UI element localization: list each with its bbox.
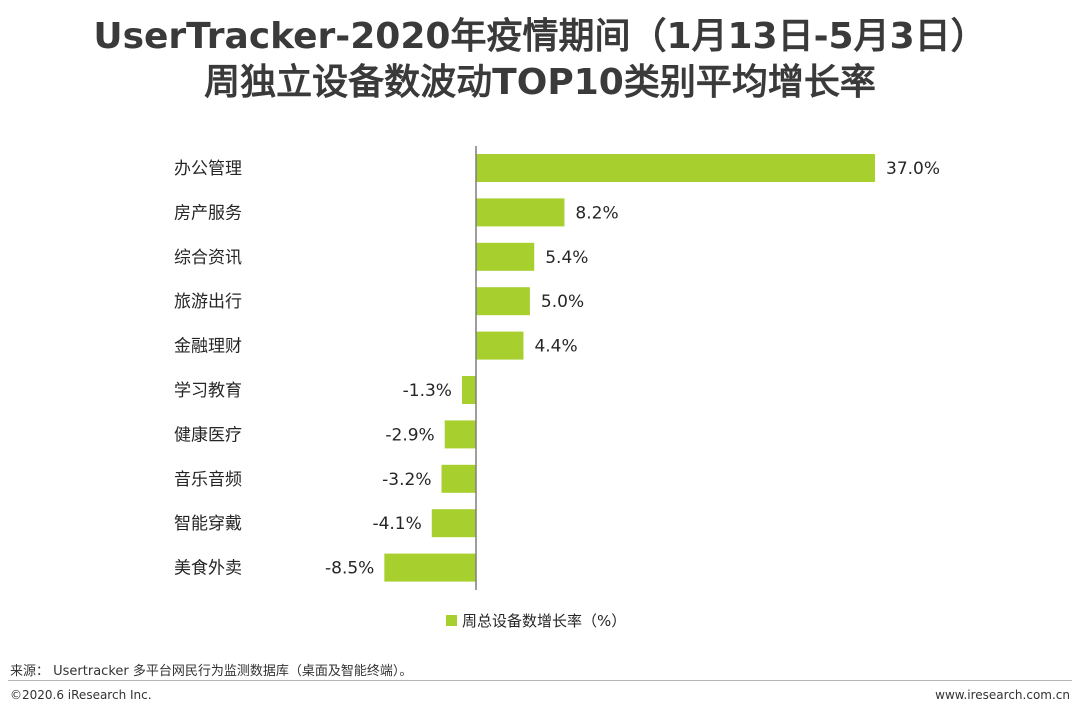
copyright: ©2020.6 iResearch Inc. bbox=[10, 688, 152, 702]
labels-layer: 办公管理 37.0% 房产服务 8.2% 综合资讯 5.4% 旅游出行 5.0% 金融理财 4.4… bbox=[174, 159, 940, 579]
value-label: 5.0% bbox=[541, 292, 584, 312]
value-label: -8.5% bbox=[325, 559, 374, 579]
bar-10 bbox=[384, 553, 476, 582]
category-label: 金融理财 bbox=[174, 337, 242, 357]
footer-divider bbox=[8, 680, 1072, 681]
category-label: 音乐音频 bbox=[174, 470, 242, 490]
category-label: 智能穿戴 bbox=[174, 514, 242, 534]
bar-7 bbox=[444, 420, 476, 449]
category-label: 房产服务 bbox=[174, 203, 242, 223]
chart-title-line-1: UserTracker-2020年疫情期间（1月13日-5月3日） bbox=[93, 16, 987, 57]
legend-label: 周总设备数增长率（%） bbox=[462, 612, 626, 630]
website-link[interactable]: www.iresearch.com.cn bbox=[935, 688, 1070, 702]
category-label: 综合资讯 bbox=[174, 248, 242, 268]
bar-6 bbox=[461, 376, 476, 404]
category-label: 学习教育 bbox=[174, 381, 242, 401]
value-label: -4.1% bbox=[372, 514, 421, 534]
legend-swatch bbox=[446, 615, 457, 626]
value-label: 8.2% bbox=[575, 203, 618, 223]
category-label: 健康医疗 bbox=[174, 425, 242, 445]
value-label: 5.4% bbox=[545, 248, 588, 268]
bars-layer bbox=[384, 154, 875, 582]
bar-2 bbox=[476, 198, 565, 227]
bar-5 bbox=[476, 331, 524, 360]
category-label: 办公管理 bbox=[174, 159, 242, 179]
value-label: 37.0% bbox=[886, 159, 940, 179]
legend: 周总设备数增长率（%） bbox=[446, 612, 626, 630]
value-label: -3.2% bbox=[382, 470, 431, 490]
category-label: 美食外卖 bbox=[174, 559, 242, 579]
category-label: 旅游出行 bbox=[174, 292, 242, 312]
chart-title: UserTracker-2020年疫情期间（1月13日-5月3日） 周独立设备数… bbox=[0, 14, 1080, 106]
bar-9 bbox=[431, 509, 476, 538]
value-label: 4.4% bbox=[534, 337, 577, 357]
chart-title-line-2: 周独立设备数波动TOP10类别平均增长率 bbox=[204, 62, 876, 103]
value-label: -2.9% bbox=[385, 425, 434, 445]
bar-chart: 办公管理 37.0% 房产服务 8.2% 综合资讯 5.4% 旅游出行 5.0% 金融理财 4.4… bbox=[174, 146, 940, 630]
bar-1 bbox=[476, 154, 875, 182]
bar-3 bbox=[476, 242, 535, 271]
bar-8 bbox=[441, 464, 476, 493]
bar-4 bbox=[476, 287, 530, 316]
source-note: 来源： Usertracker 多平台网民行为监测数据库（桌面及智能终端）。 bbox=[10, 664, 413, 679]
value-label: -1.3% bbox=[403, 381, 452, 401]
